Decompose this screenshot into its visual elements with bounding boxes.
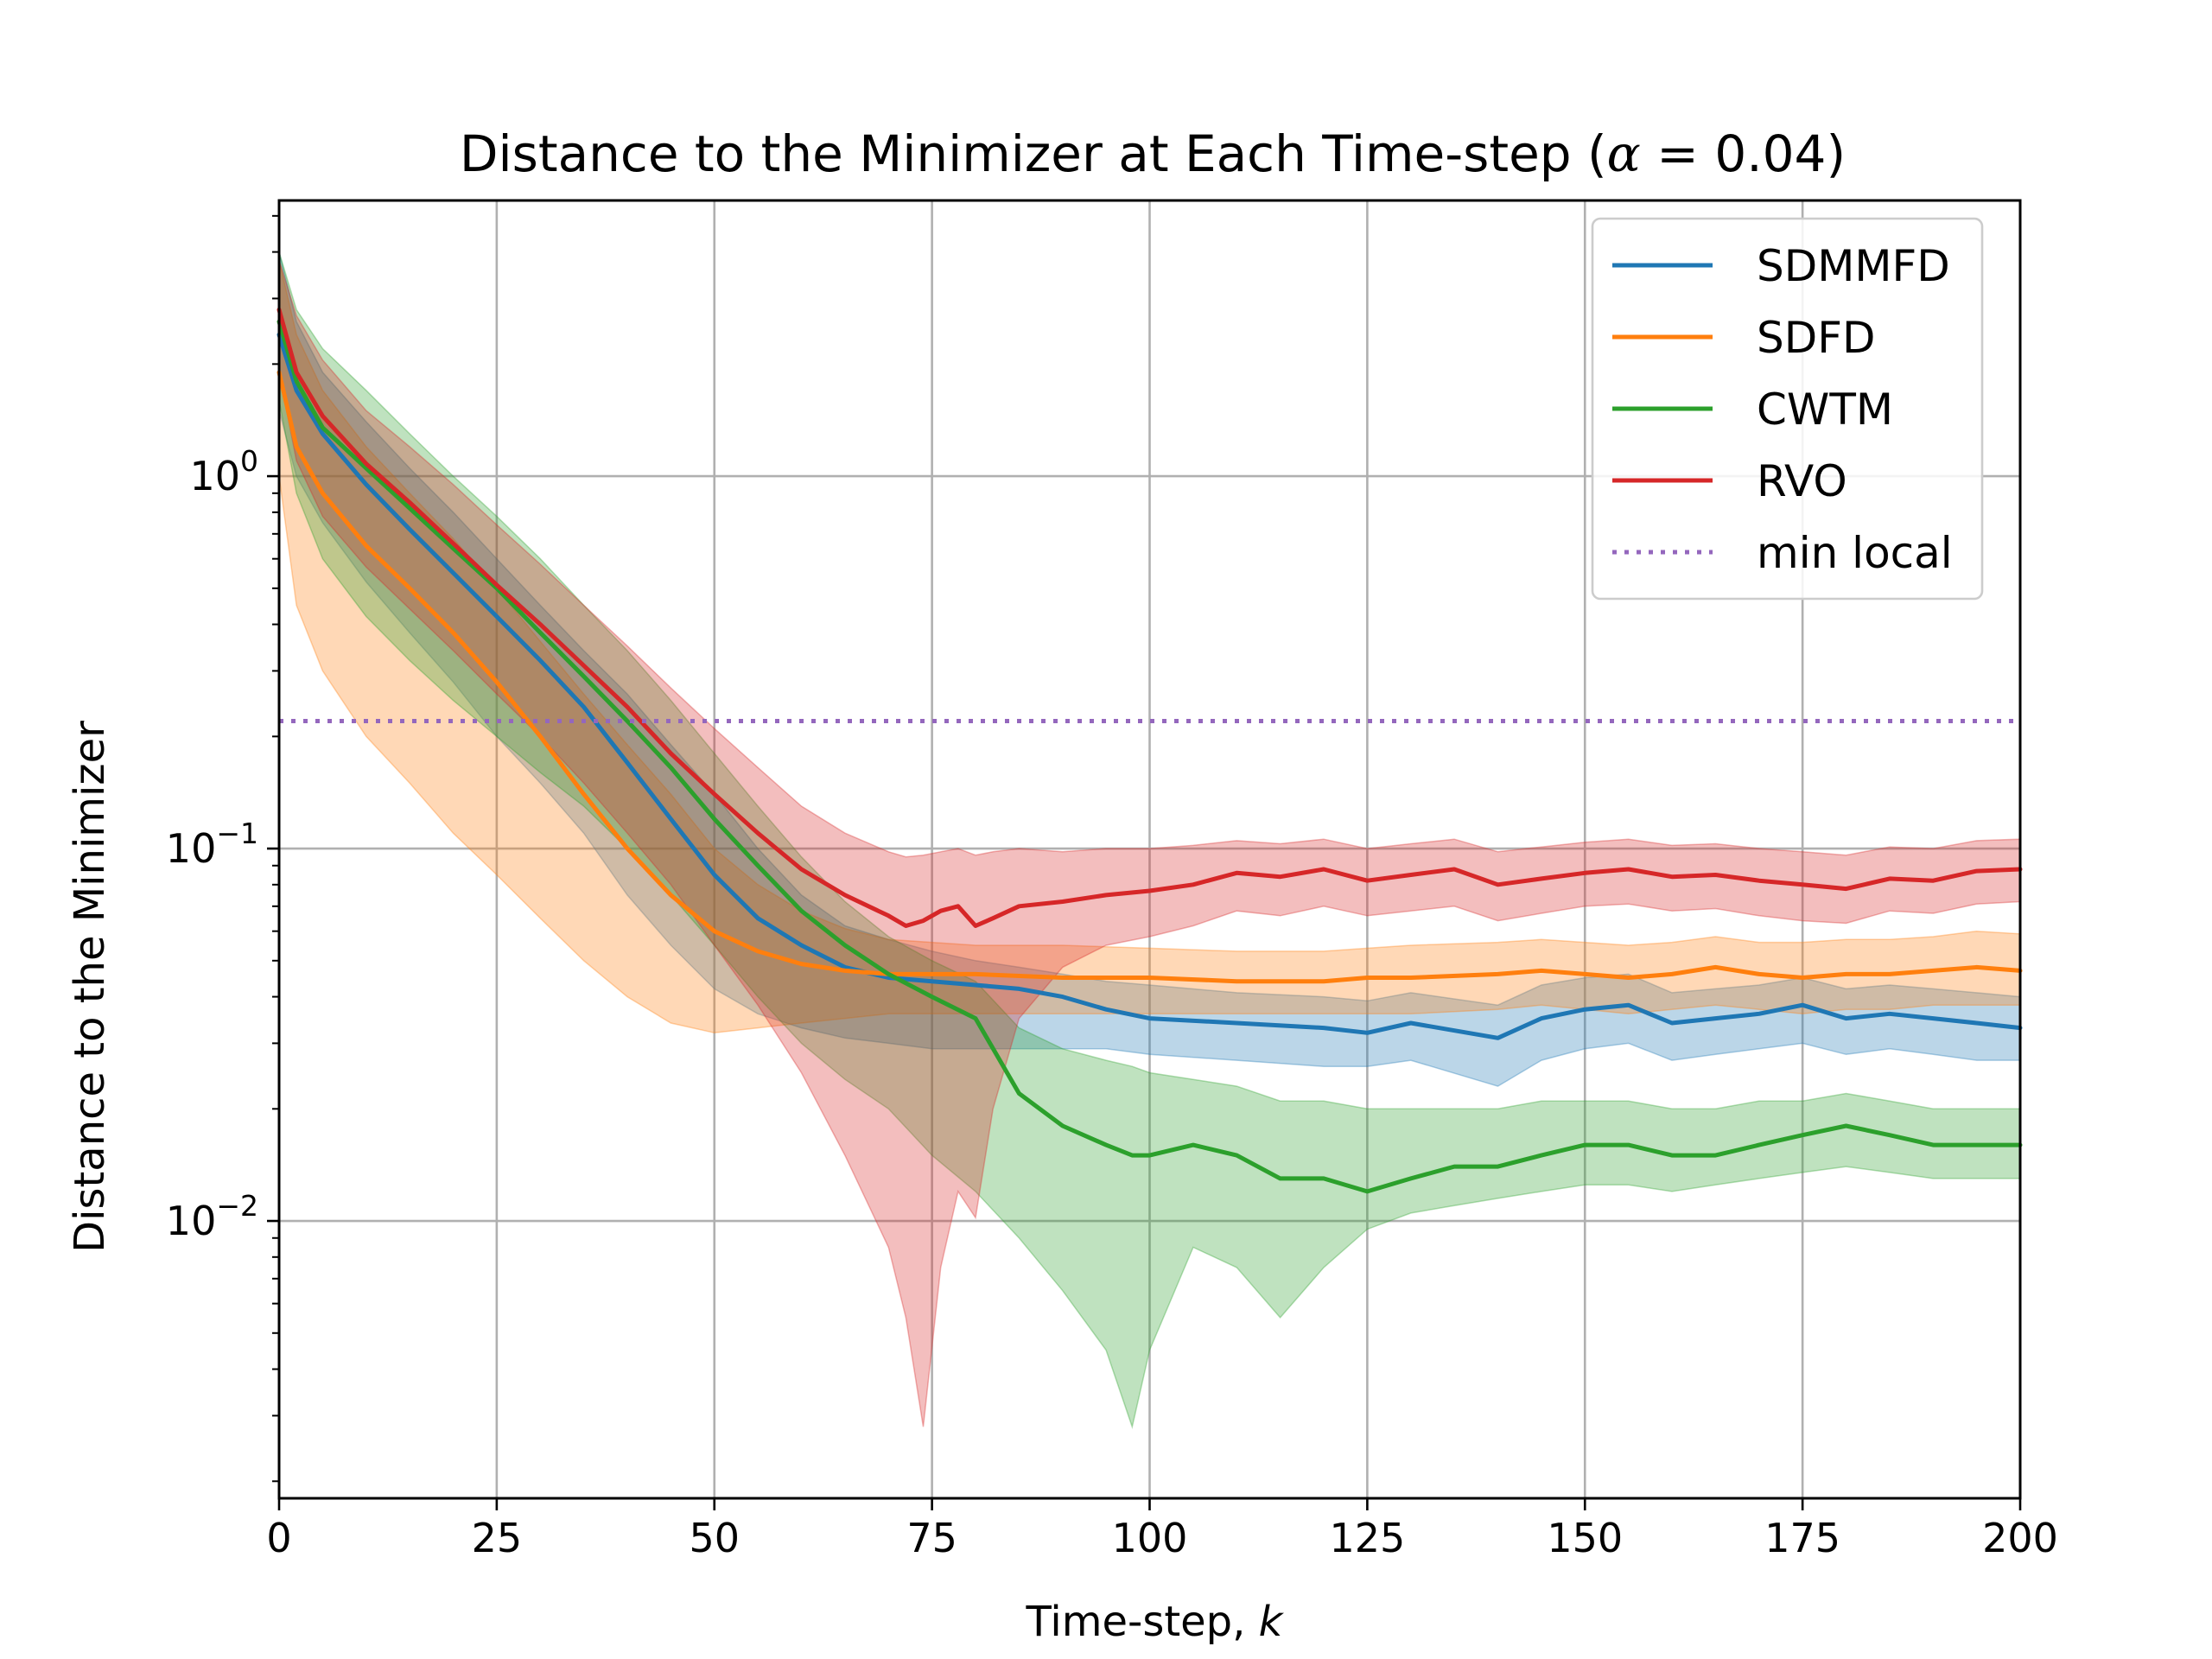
line-cwtm: [276, 319, 2023, 1194]
x-tick-label-1: 25: [472, 1515, 523, 1561]
legend-label-sdmmfd: SDMMFD: [1757, 241, 1950, 291]
chart-title-alpha: α: [1607, 124, 1641, 183]
y-tick-exp-0: 0: [240, 444, 258, 478]
legend-box: [1591, 217, 1984, 601]
x-axis-label-main: Time-step,: [1026, 1598, 1259, 1646]
y-tick-exp-2: −2: [216, 1189, 258, 1223]
line-rvo: [276, 307, 2023, 928]
legend: SDMMFD SDFD CWTM RVO min local: [1591, 217, 1984, 601]
y-tick-label-0: 100: [189, 444, 258, 499]
line-sdmmfd: [276, 332, 2023, 1040]
chart-title-rest: = 0.04): [1641, 124, 1846, 183]
chart-title-main: Distance to the Minimizer at Each Time-s…: [460, 124, 1607, 183]
x-axis-ticks: 0 25 50 75 100 125 150 175 200: [266, 1498, 2058, 1561]
chart-title: Distance to the Minimizer at Each Time-s…: [460, 124, 1846, 183]
x-tick-label-6: 150: [1547, 1515, 1623, 1561]
x-tick-label-3: 75: [906, 1515, 957, 1561]
x-axis-label: Time-step, k: [1026, 1598, 1285, 1646]
line-sdfd: [276, 370, 2023, 984]
series-lines: [276, 307, 2023, 1194]
x-tick-label-2: 50: [689, 1515, 740, 1561]
x-tick-label-8: 200: [1982, 1515, 2058, 1561]
legend-label-sdfd: SDFD: [1757, 313, 1876, 363]
x-axis-label-var: k: [1259, 1598, 1285, 1646]
y-axis-label: Distance to the Minimizer: [66, 721, 114, 1253]
x-tick-label-4: 100: [1112, 1515, 1188, 1561]
legend-label-min-local: min local: [1757, 528, 1953, 578]
y-tick-label-2: 10−2: [166, 1189, 258, 1244]
y-tick-base-1: 10: [166, 825, 217, 872]
y-tick-exp-1: −1: [216, 817, 258, 850]
x-tick-label-5: 125: [1329, 1515, 1405, 1561]
y-tick-base-2: 10: [166, 1198, 217, 1244]
x-tick-label-0: 0: [266, 1515, 291, 1561]
y-tick-label-1: 10−1: [166, 817, 258, 872]
x-tick-label-7: 175: [1764, 1515, 1840, 1561]
legend-label-rvo: RVO: [1757, 456, 1847, 506]
legend-label-cwtm: CWTM: [1757, 385, 1893, 435]
y-tick-base-0: 10: [189, 453, 240, 499]
